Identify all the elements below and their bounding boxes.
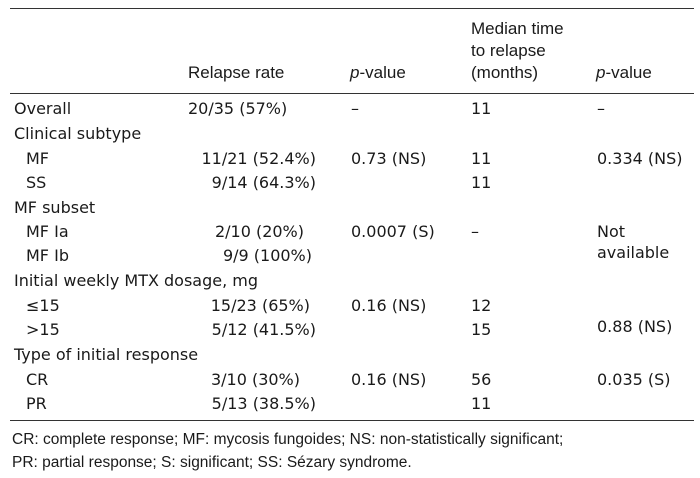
row-label: MF xyxy=(26,149,50,168)
relapse-rate-cell: 3/10 (30%) xyxy=(210,370,300,389)
row-label: SS xyxy=(26,173,47,192)
row-label: ≤15 xyxy=(26,296,60,315)
p-value-cell: 0.0007 (S) xyxy=(351,222,435,241)
section-label: MF subset xyxy=(14,198,96,217)
relapse-rate-cell: 9/14 (64.3%) xyxy=(211,173,316,192)
median-cell: 11 xyxy=(471,173,492,192)
p-value-2-cell: 0.035 (S) xyxy=(597,370,671,389)
header-median-line1: Median time xyxy=(471,19,564,38)
p-value-cell: – xyxy=(351,99,359,118)
bottom-rule xyxy=(10,420,694,421)
median-cell: 11 xyxy=(471,149,492,168)
row-label: Overall xyxy=(14,99,72,118)
p-value-cell: 0.16 (NS) xyxy=(351,296,427,315)
row-label: MF Ib xyxy=(26,246,69,265)
relapse-rate-cell: 20/35 (57%) xyxy=(188,99,288,118)
relapse-rate-cell: 2/10 (20%) xyxy=(214,222,304,241)
p-value-suffix: -value xyxy=(359,63,406,82)
header-p-value: p-value xyxy=(350,62,406,84)
p-value-2-cell: Not xyxy=(597,222,626,241)
footnote-line-1: CR: complete response; MF: mycosis fungo… xyxy=(12,431,564,448)
p-value-2-cell: 0.88 (NS) xyxy=(597,317,673,336)
header-median-line3: (months) xyxy=(471,63,539,82)
p-value-cell: 0.73 (NS) xyxy=(351,149,427,168)
median-cell: 56 xyxy=(471,370,492,389)
p-value-suffix-2: -value xyxy=(605,63,652,82)
relapse-rate-cell: 9/9 (100%) xyxy=(222,246,312,265)
relapse-rate-cell: 5/13 (38.5%) xyxy=(211,394,316,413)
relapse-rate-cell: 5/12 (41.5%) xyxy=(211,320,316,339)
relapse-rate-cell: 11/21 (52.4%) xyxy=(201,149,316,168)
median-cell: 11 xyxy=(471,394,492,413)
median-cell: 12 xyxy=(471,296,492,315)
row-label: MF Ia xyxy=(26,222,69,241)
row-label: >15 xyxy=(26,320,60,339)
row-label: PR xyxy=(26,394,47,413)
section-label: Clinical subtype xyxy=(14,124,142,143)
p-value-2-cell: 0.334 (NS) xyxy=(597,149,683,168)
relapse-rate-cell: 15/23 (65%) xyxy=(210,296,310,315)
p-value-2-cell: – xyxy=(597,99,605,118)
header-p-value-2: p-value xyxy=(596,62,652,84)
row-label: CR xyxy=(26,370,49,389)
header-median-line2: to relapse xyxy=(471,41,546,60)
section-label: Type of initial response xyxy=(14,345,199,364)
top-rule xyxy=(10,8,694,9)
header-rule xyxy=(10,93,694,94)
p-value-2-cell: available xyxy=(597,243,670,262)
footnote-line-2: PR: partial response; S: significant; SS… xyxy=(12,454,412,471)
p-italic-2: p xyxy=(596,63,606,82)
p-italic: p xyxy=(350,63,360,82)
median-cell: – xyxy=(471,222,479,241)
p-value-cell: 0.16 (NS) xyxy=(351,370,427,389)
section-label: Initial weekly MTX dosage, mg xyxy=(14,271,259,290)
median-cell: 11 xyxy=(471,99,492,118)
median-cell: 15 xyxy=(471,320,492,339)
header-relapse-rate: Relapse rate xyxy=(188,63,285,82)
